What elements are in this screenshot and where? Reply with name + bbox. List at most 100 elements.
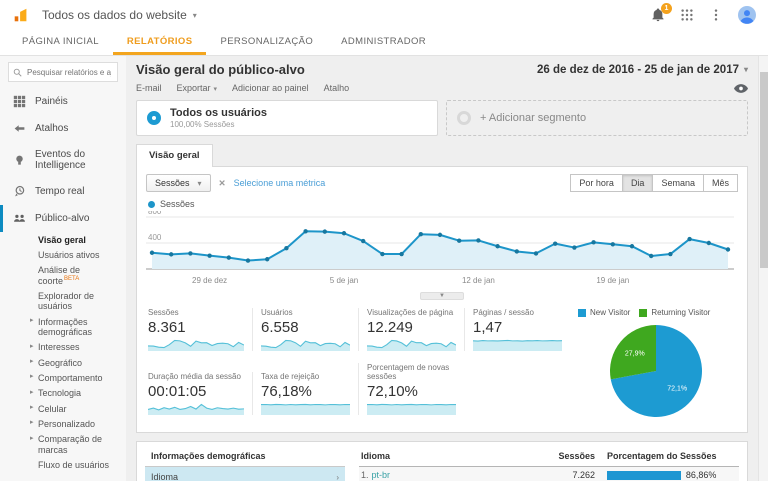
metric-sparkline bbox=[367, 338, 456, 351]
metric-card-paginas-sessao[interactable]: Páginas / sessão 1,47 bbox=[464, 308, 570, 351]
realtime-icon bbox=[13, 185, 26, 198]
select-metric-link[interactable]: Selecione uma métrica bbox=[233, 178, 326, 188]
table-header: Idioma Sessões Porcentagem do Sessões bbox=[359, 448, 739, 467]
property-selector[interactable]: Todos os dados do website ▾ bbox=[42, 8, 197, 22]
account-avatar[interactable] bbox=[738, 6, 756, 24]
pie-legend-label: Returning Visitor bbox=[651, 308, 711, 317]
sidebar-item-tecnologia[interactable]: ▸ Tecnologia bbox=[0, 386, 126, 401]
sidebar-item-celular[interactable]: ▸ Celular bbox=[0, 401, 126, 416]
chart-collapse-handle[interactable]: ▼ bbox=[420, 292, 464, 300]
sidebar-item-label: Eventos do Intelligence bbox=[35, 149, 86, 171]
sidebar-item-label: Geográfico bbox=[38, 357, 83, 368]
sidebar-item-personalizado[interactable]: ▸ Personalizado bbox=[0, 416, 126, 431]
apps-grid-icon[interactable] bbox=[680, 8, 694, 22]
metric-value: 00:01:05 bbox=[148, 382, 207, 400]
sidebar-item-paineis[interactable]: Painéis bbox=[0, 88, 126, 115]
row-label-cell: 1. pt-br bbox=[361, 470, 531, 480]
tab-pagina-inicial[interactable]: PÁGINA INICIAL bbox=[22, 35, 99, 47]
language-link[interactable]: pt-br bbox=[371, 470, 391, 480]
sidebar-item-publico-alvo[interactable]: Público-alvo bbox=[0, 205, 126, 232]
toolbar-exportar[interactable]: Exportar ▾ bbox=[176, 83, 218, 93]
sidebar-item-comportamento[interactable]: ▸ Comportamento bbox=[0, 370, 126, 385]
overview-panel: Sessões ▾ ✕ Selecione uma métrica Por ho… bbox=[136, 166, 748, 433]
metric-sparkline bbox=[367, 402, 456, 415]
main-nav-tabs: PÁGINA INICIAL RELATÓRIOS PERSONALIZAÇÃO AD… bbox=[0, 30, 768, 56]
toolbar-atalho[interactable]: Atalho bbox=[323, 83, 350, 93]
date-range-selector[interactable]: 26 de dez de 2016 - 25 de jan de 2017 ▾ bbox=[537, 64, 748, 76]
google-analytics-logo[interactable] bbox=[12, 6, 30, 24]
tab-administrador[interactable]: ADMINISTRADOR bbox=[341, 35, 427, 47]
sidebar-item-eventos-do-intelligence[interactable]: Eventos do Intelligence bbox=[0, 142, 126, 178]
sidebar-item-tempo-real[interactable]: Tempo real bbox=[0, 178, 126, 205]
sidebar-item-label: Atalhos bbox=[35, 123, 69, 134]
metric-label: Páginas / sessão bbox=[473, 308, 534, 317]
sidebar-item-informacoes-demograficas[interactable]: ▸ Informações demográficas bbox=[0, 314, 126, 340]
sidebar-item-geografico[interactable]: ▸ Geográfico bbox=[0, 355, 126, 370]
intelligence-insights-icon[interactable] bbox=[734, 83, 748, 93]
metric-value: 8.361 bbox=[148, 318, 186, 336]
tab-visao-geral[interactable]: Visão geral bbox=[136, 144, 213, 167]
sidebar-item-analise-de-coorte[interactable]: Análise de coorteBETA bbox=[0, 263, 126, 289]
chevron-right-icon: ▸ bbox=[30, 404, 34, 412]
sidebar-item-aquisicao[interactable]: Aquisição bbox=[0, 476, 126, 481]
sidebar-item-atalhos[interactable]: Atalhos bbox=[0, 115, 126, 142]
sidebar-item-interesses[interactable]: ▸ Interesses bbox=[0, 340, 126, 355]
sidebar-item-label: Usuários ativos bbox=[38, 249, 100, 260]
page-title: Visão geral do público-alvo bbox=[136, 62, 305, 77]
demo-item-idioma[interactable]: Idioma › bbox=[145, 467, 345, 481]
sidebar-item-label: Interesses bbox=[38, 342, 80, 353]
percent-value: 86,86% bbox=[685, 470, 717, 480]
sidebar-item-visao-geral[interactable]: Visão geral bbox=[0, 232, 126, 247]
sidebar-item-comparacao-de-marcas[interactable]: ▸ Comparação de marcas bbox=[0, 432, 126, 458]
metric-card-duracao-media-da-sessao[interactable]: Duração média da sessão 00:01:05 bbox=[146, 372, 252, 415]
granularity-mes[interactable]: Mês bbox=[702, 174, 738, 192]
metric-card-usuarios[interactable]: Usuários 6.558 bbox=[252, 308, 358, 351]
scrollbar-thumb[interactable] bbox=[760, 72, 768, 268]
caret-down-icon: ▾ bbox=[743, 65, 748, 74]
row-rank: 1. bbox=[361, 470, 369, 480]
granularity-por-hora[interactable]: Por hora bbox=[570, 174, 623, 192]
legend-swatch bbox=[578, 308, 586, 317]
metric-card-visualizacoes-de-pagina[interactable]: Visualizações de página 12.249 bbox=[358, 308, 464, 351]
toolbar-e-mail[interactable]: E-mail bbox=[136, 83, 162, 93]
granularity-dia[interactable]: Dia bbox=[621, 174, 654, 192]
visitor-type-pie-chart: 72,1% 27,9% bbox=[610, 325, 702, 417]
column-header-sessoes: Sessões bbox=[558, 451, 595, 461]
metric-sparkline bbox=[148, 338, 244, 351]
sidebar-item-fluxo-de-usuarios[interactable]: Fluxo de usuários bbox=[0, 458, 126, 473]
toolbar-adicionar-ao-painel[interactable]: Adicionar ao painel bbox=[232, 83, 309, 93]
column-header-porcentagem-do-sessoes: Porcentagem do Sessões bbox=[607, 451, 717, 461]
tab-relatorios[interactable]: RELATÓRIOS bbox=[112, 30, 207, 55]
kebab-menu-icon[interactable] bbox=[709, 8, 723, 22]
sidebar-item-label: Público-alvo bbox=[35, 213, 90, 224]
sidebar-item-label: Personalizado bbox=[38, 418, 96, 429]
search-input[interactable] bbox=[25, 66, 113, 78]
legend-label: Sessões bbox=[160, 199, 195, 209]
metric-card-taxa-de-rejeicao[interactable]: Taxa de rejeição 76,18% bbox=[252, 372, 358, 415]
segment-all-users[interactable]: Todos os usuários 100,00% Sessões bbox=[136, 100, 438, 136]
page-body: Painéis Atalhos Eventos do Intelligence Tem… bbox=[0, 56, 768, 481]
granularity-semana[interactable]: Semana bbox=[652, 174, 704, 192]
caret-down-icon: ▼ bbox=[439, 293, 445, 299]
sidebar-item-usuarios-ativos[interactable]: Usuários ativos bbox=[0, 247, 126, 262]
metric-dropdown[interactable]: Sessões ▾ bbox=[146, 174, 211, 192]
audience-icon bbox=[13, 212, 26, 225]
segment-ring-empty-icon bbox=[457, 111, 471, 125]
percent-cell: 86,86% bbox=[595, 470, 737, 480]
sessions-line-chart: 400 800 29 de dez 5 de jan 12 de jan 19 de ja… bbox=[146, 211, 734, 285]
metric-sparkline bbox=[148, 402, 244, 415]
sidebar-item-label: Explorador de usuários bbox=[38, 290, 95, 312]
metric-value: 12.249 bbox=[367, 318, 413, 336]
metric-value: 72,10% bbox=[367, 382, 418, 400]
metric-card-porcentagem-de-novas-sessoes[interactable]: Porcentagem de novas sessões 72,10% bbox=[358, 362, 464, 415]
sidebar-subnav: Visão geral Usuários ativos Análise de coo… bbox=[0, 232, 126, 476]
sidebar-item-label: Comportamento bbox=[38, 372, 103, 383]
metric-card-sessoes[interactable]: Sessões 8.361 bbox=[146, 308, 252, 351]
metric-label: Duração média da sessão bbox=[148, 372, 241, 382]
notifications-button[interactable]: 1 bbox=[651, 3, 672, 22]
chevron-right-icon: ▸ bbox=[30, 434, 34, 442]
tab-personalizacao[interactable]: PERSONALIZAÇÃO bbox=[220, 35, 314, 47]
sidebar-item-explorador-de-usuarios[interactable]: Explorador de usuários bbox=[0, 288, 126, 314]
chevron-right-icon: ▸ bbox=[30, 419, 34, 427]
add-segment-button[interactable]: + Adicionar segmento bbox=[446, 100, 748, 136]
